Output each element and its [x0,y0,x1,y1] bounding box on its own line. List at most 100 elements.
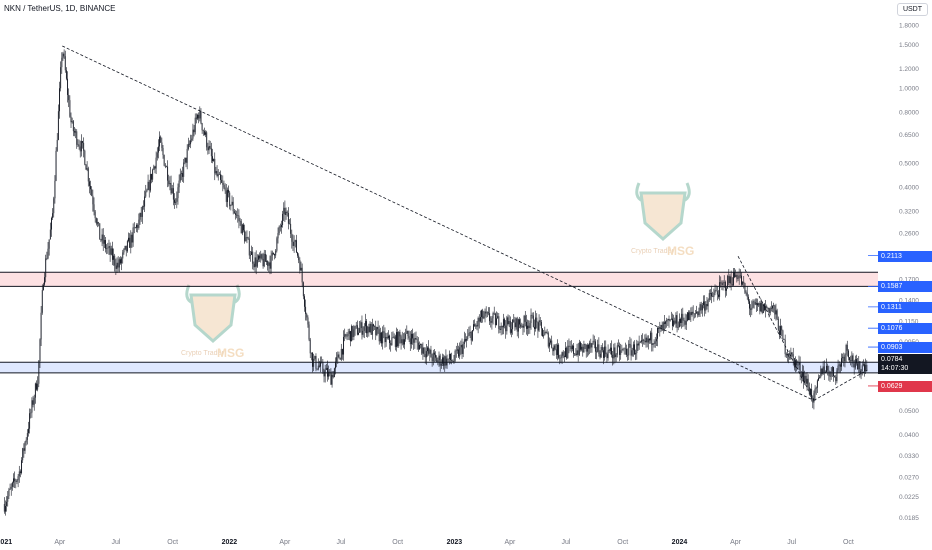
candle-body [859,361,861,375]
candle-body [21,460,23,473]
candle-body [456,349,458,351]
candle-body [774,305,776,315]
candle-body [300,267,302,271]
x-tick-label: Oct [167,539,178,546]
candle-body [470,332,472,341]
candle-body [356,325,358,335]
candle-body [38,361,40,384]
candle-body [299,260,301,271]
candle-body [199,111,201,119]
candle-body [221,179,223,183]
candle-body [866,364,868,370]
candle-body [302,282,304,297]
candle-body [476,325,478,327]
price-axis[interactable] [879,0,932,550]
candle-body [673,320,675,326]
candle-body [422,347,424,354]
candle-body [729,276,731,284]
candle-body [640,340,642,342]
candle-body [765,306,767,311]
candle-body [612,354,614,359]
candle-body [695,313,696,315]
candle-body [509,321,511,333]
candle-body [849,357,851,361]
candle-body [538,320,540,331]
candle-body [175,201,177,203]
candle-body [667,318,669,321]
candle-body [714,290,716,294]
candle-body [835,376,837,382]
candle-body [84,150,86,165]
candle-body [324,369,326,377]
candle-body [462,344,464,354]
candle-body [746,292,748,297]
candle-body [601,347,603,351]
candle-body [620,350,622,355]
current-price-value: 0.0784 [881,356,903,364]
candle-body [383,331,385,333]
candle-body [631,350,633,356]
candle-body [148,181,150,191]
candle-body [16,480,18,482]
candle-body [159,136,161,147]
candle-body [619,346,621,355]
candle-body [589,342,591,349]
candle-body [707,299,709,307]
candle-body [192,129,194,139]
candle-body [385,336,387,343]
candle-body [399,331,401,337]
candle-body [799,362,801,375]
candle-body [55,150,57,181]
candle-body [25,439,27,443]
candle-body [166,166,167,168]
candle-body [852,355,854,364]
candle-body [796,360,798,366]
candle-body [218,174,220,175]
candle-body [507,317,509,325]
candle-body [80,141,82,152]
candle-body [787,354,788,356]
symbol-label[interactable]: NKN / TetherUS, 1D, BINANCE [4,4,116,13]
candle-body [588,344,589,349]
candle-body [210,148,212,157]
candle-body [593,340,595,342]
candle-body [557,344,558,355]
candle-body [14,478,16,482]
candle-body [271,252,273,256]
candle-body [285,211,287,216]
currency-unit-button[interactable]: USDT [896,3,928,16]
candle-body [662,322,664,331]
candle-body [116,262,118,269]
candle-body [193,129,195,133]
candle-body [431,357,433,362]
candle-body [46,258,48,259]
candle-body [389,335,391,344]
candle-body [304,296,305,307]
x-tick-label: Oct [843,539,854,546]
candle-body [491,318,493,323]
candle-body [834,376,836,377]
candle-body [17,476,19,481]
candle-body [512,319,514,330]
candle-body [821,368,823,374]
candle-body [122,252,124,259]
candle-body [554,345,556,350]
candle-body [393,336,395,338]
candle-body [123,249,125,253]
candle-body [176,198,178,202]
candle-body [682,313,684,321]
candle-body [485,311,487,314]
candle-body [105,240,106,249]
candle-body [537,322,539,331]
candle-body [458,349,460,357]
candle-body [370,323,372,335]
candle-body [236,214,238,216]
candle-body [833,367,834,377]
watermark-shield-icon [189,293,237,344]
candle-body [865,364,867,372]
candle-body [508,321,510,325]
candle-body [295,240,297,253]
candle-body [283,207,285,214]
